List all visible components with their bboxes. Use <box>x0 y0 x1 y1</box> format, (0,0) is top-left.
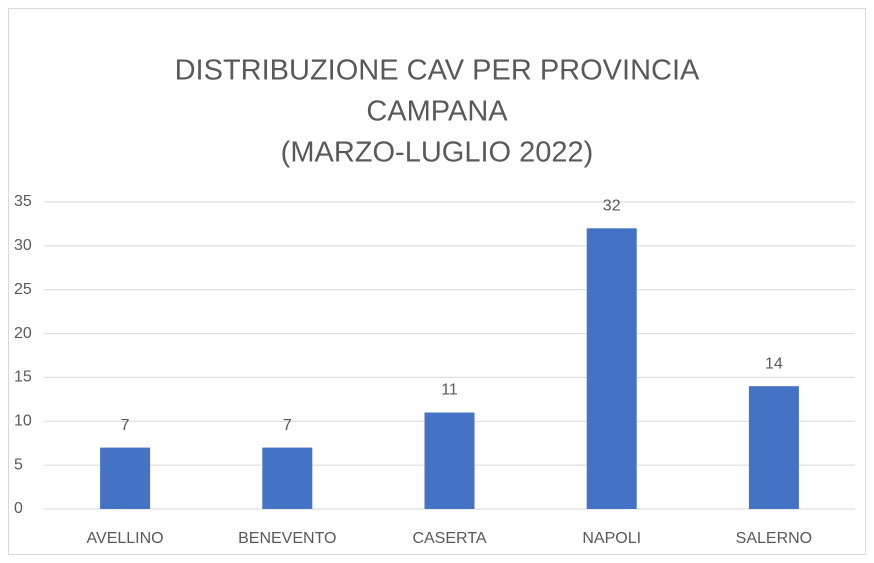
bar <box>586 228 637 510</box>
y-tick-label: 25 <box>14 281 32 298</box>
bar <box>100 447 151 509</box>
chart-title: CAMPANA <box>366 96 508 128</box>
y-tick-label: 35 <box>14 193 32 210</box>
y-tick-label: 10 <box>14 413 32 430</box>
data-label: 11 <box>441 382 458 399</box>
y-tick-label: 30 <box>14 237 32 254</box>
bar <box>262 447 313 509</box>
y-tick-label: 15 <box>14 369 32 386</box>
data-label: 32 <box>603 198 621 215</box>
y-tick-label: 20 <box>14 325 32 342</box>
data-label: 7 <box>283 417 292 434</box>
chart-title: DISTRIBUZIONE CAV PER PROVINCIA <box>175 55 700 87</box>
x-tick-label: CASERTA <box>412 530 486 547</box>
y-tick-label: 5 <box>14 456 23 473</box>
y-tick-label: 0 <box>14 500 23 517</box>
x-tick-label: BENEVENTO <box>238 530 336 547</box>
bar <box>424 412 475 509</box>
chart-title: (MARZO-LUGLIO 2022) <box>281 137 594 169</box>
x-tick-label: AVELLINO <box>87 530 164 547</box>
data-label: 14 <box>765 355 783 372</box>
bar <box>748 386 799 509</box>
data-label: 7 <box>121 417 130 434</box>
x-tick-label: NAPOLI <box>582 530 641 547</box>
x-tick-label: SALERNO <box>736 530 812 547</box>
